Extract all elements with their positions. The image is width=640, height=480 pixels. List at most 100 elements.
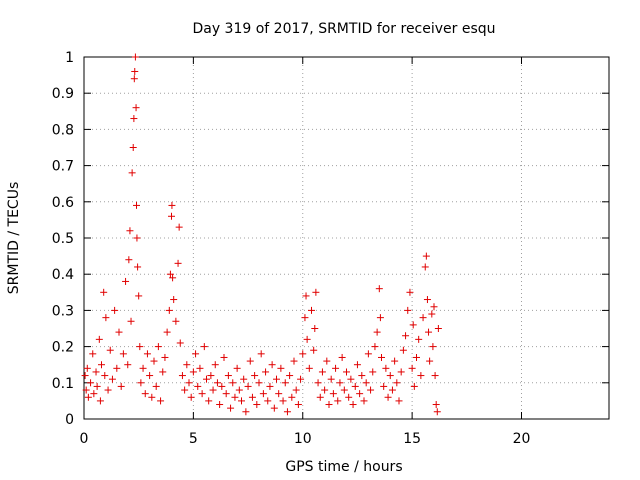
data-point (227, 404, 235, 412)
data-point (417, 372, 425, 380)
data-point (266, 382, 274, 390)
data-point (192, 350, 200, 358)
data-point (81, 372, 89, 380)
data-point (312, 288, 320, 296)
data-point (229, 379, 237, 387)
data-point (163, 328, 171, 336)
data-point (82, 386, 90, 394)
data-point (129, 144, 137, 151)
data-point (336, 379, 344, 387)
data-point (209, 386, 217, 394)
data-point (189, 368, 197, 376)
y-tick-label: 1 (65, 50, 74, 66)
data-point (220, 353, 228, 361)
data-point (134, 263, 142, 271)
data-point (95, 335, 103, 343)
x-tick-label: 5 (189, 431, 198, 447)
x-tick-label: 15 (403, 431, 421, 447)
data-point (268, 361, 276, 369)
data-point (290, 357, 298, 365)
y-tick-label: 0 (65, 412, 74, 428)
data-point (176, 339, 184, 347)
y-axis-label: SRMTID / TECUs (6, 182, 22, 295)
data-point (111, 306, 119, 314)
data-point (135, 292, 143, 300)
data-point (246, 357, 254, 365)
data-point (299, 350, 307, 358)
data-point (314, 379, 322, 387)
data-point (395, 397, 403, 405)
data-point (130, 115, 138, 123)
data-point (194, 382, 202, 390)
data-point (139, 364, 147, 372)
data-point (380, 382, 388, 390)
data-point (100, 288, 108, 296)
data-point (323, 357, 331, 365)
data-points (81, 53, 442, 416)
data-point (235, 386, 243, 394)
data-point (125, 256, 133, 264)
data-point (362, 379, 370, 387)
data-point (262, 368, 270, 376)
data-point (410, 382, 418, 390)
plot-frame (83, 56, 610, 420)
data-point (422, 252, 430, 260)
data-point (391, 357, 399, 365)
data-point (104, 386, 112, 394)
data-point (311, 325, 319, 332)
data-point (133, 201, 140, 209)
data-point (122, 277, 130, 285)
data-point (106, 346, 114, 354)
data-point (275, 390, 283, 398)
data-point (375, 285, 383, 293)
grid-lines (84, 57, 609, 419)
data-point (89, 350, 97, 358)
data-point (159, 368, 167, 376)
data-point (168, 212, 175, 220)
data-point (93, 382, 101, 390)
x-tick-label: 0 (80, 431, 89, 447)
data-point (393, 379, 401, 387)
data-point (213, 379, 221, 387)
data-point (231, 393, 239, 401)
data-point (303, 335, 311, 343)
data-point (415, 335, 423, 343)
data-point (185, 379, 193, 387)
data-point (351, 382, 359, 390)
data-point (402, 332, 410, 340)
data-point (216, 401, 224, 409)
data-point (170, 296, 178, 304)
data-point (270, 404, 278, 412)
data-point (251, 372, 259, 380)
y-tick-label: 0.4 (52, 267, 74, 283)
data-point (419, 314, 427, 322)
data-point (248, 393, 256, 401)
data-point (146, 372, 154, 380)
data-point (203, 375, 210, 383)
y-tick-label: 0.8 (52, 122, 74, 138)
data-point (102, 314, 110, 322)
data-point (131, 53, 139, 61)
data-point (434, 325, 442, 332)
data-point (292, 386, 300, 394)
data-point (96, 397, 104, 405)
data-point (108, 375, 116, 383)
data-point (141, 390, 149, 398)
data-point (432, 401, 440, 409)
data-point (169, 274, 177, 282)
data-point (408, 364, 416, 372)
data-point (310, 346, 318, 354)
data-point (174, 259, 182, 267)
data-point (316, 393, 324, 401)
data-point (183, 361, 191, 369)
data-point (433, 408, 441, 416)
data-point (196, 364, 204, 372)
data-point (428, 310, 436, 318)
data-point (233, 364, 241, 372)
data-point (128, 169, 136, 177)
data-point (124, 361, 132, 369)
data-point (87, 379, 95, 387)
data-point (413, 353, 420, 361)
data-point (421, 263, 429, 271)
